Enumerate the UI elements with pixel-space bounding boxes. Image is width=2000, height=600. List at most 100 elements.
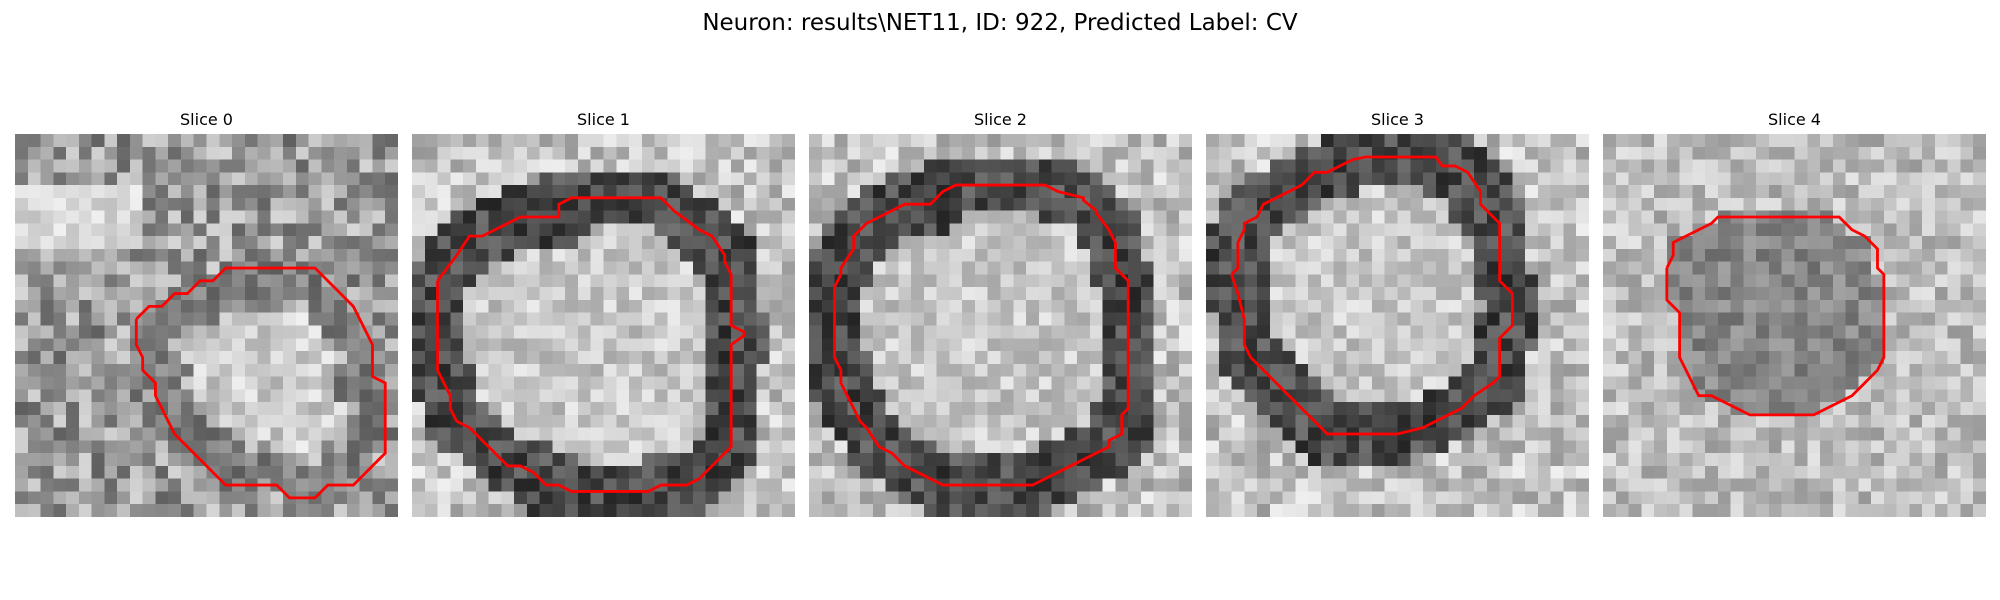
pixel <box>1807 376 1821 390</box>
pixel <box>1628 185 1642 198</box>
pixel <box>232 402 245 415</box>
pixel <box>1013 363 1027 377</box>
pixel <box>40 465 54 479</box>
pixel <box>731 325 744 339</box>
pixel <box>1218 363 1232 377</box>
pixel <box>1486 146 1500 160</box>
pixel <box>1089 299 1103 313</box>
pixel <box>987 465 1001 479</box>
pixel <box>1603 491 1616 505</box>
pixel <box>923 287 937 300</box>
pixel <box>1525 146 1538 160</box>
pixel <box>1346 491 1360 505</box>
pixel <box>629 223 642 237</box>
pixel <box>1128 491 1141 505</box>
pixel <box>78 146 92 160</box>
pixel <box>308 312 322 326</box>
pixel <box>1525 325 1538 339</box>
pixel <box>1038 134 1052 147</box>
pixel <box>1525 274 1538 288</box>
pixel <box>1026 465 1039 479</box>
pixel <box>872 414 886 428</box>
pixel <box>872 453 886 466</box>
pixel <box>1153 414 1167 428</box>
pixel <box>78 134 92 147</box>
pixel <box>1257 325 1270 339</box>
pixel <box>1206 440 1219 454</box>
pixel <box>923 146 937 160</box>
pixel <box>1679 402 1693 415</box>
pixel <box>1615 223 1629 237</box>
pixel <box>1692 338 1706 352</box>
pixel <box>1871 453 1884 466</box>
pixel <box>117 299 130 313</box>
pixel <box>1730 351 1744 364</box>
pixel <box>270 287 284 300</box>
pixel <box>1461 414 1475 428</box>
pixel <box>821 134 835 147</box>
pixel <box>1013 134 1027 147</box>
pixel <box>769 453 783 466</box>
pixel <box>860 338 873 352</box>
pixel <box>1423 299 1436 313</box>
pixel <box>27 325 41 339</box>
pixel <box>372 172 386 186</box>
pixel <box>1206 287 1219 300</box>
pixel <box>1858 312 1872 326</box>
pixel <box>117 287 130 300</box>
pixel <box>949 427 963 441</box>
pixel <box>847 363 861 377</box>
pixel <box>1089 172 1103 186</box>
pixel <box>1550 453 1564 466</box>
pixel <box>1269 363 1283 377</box>
pixel <box>168 159 181 173</box>
pixel <box>847 197 861 211</box>
pixel <box>450 287 464 300</box>
pixel <box>1179 491 1192 505</box>
pixel <box>232 338 245 352</box>
pixel <box>308 172 322 186</box>
pixel <box>743 478 757 492</box>
pixel <box>1282 299 1296 313</box>
pixel <box>1781 504 1795 517</box>
pixel <box>974 338 988 352</box>
pixel <box>949 389 963 403</box>
pixel <box>295 325 309 339</box>
pixel <box>40 223 54 237</box>
pixel <box>1231 197 1245 211</box>
pixel <box>1051 210 1065 224</box>
pixel <box>1947 261 1961 275</box>
pixel <box>552 440 566 454</box>
pixel <box>1781 440 1795 454</box>
pixel <box>308 159 322 173</box>
pixel <box>283 363 296 377</box>
pixel <box>308 427 322 441</box>
pixel <box>756 287 770 300</box>
pixel <box>1909 376 1923 390</box>
pixel <box>372 287 386 300</box>
pixel <box>1730 325 1744 339</box>
pixel <box>1423 210 1436 224</box>
pixel <box>372 351 386 364</box>
pixel <box>654 427 668 441</box>
pixel <box>565 159 578 173</box>
pixel <box>1525 414 1538 428</box>
pixel <box>1717 453 1731 466</box>
pixel <box>731 491 744 505</box>
pixel <box>1845 134 1859 147</box>
pixel <box>219 465 233 479</box>
pixel <box>1064 146 1078 160</box>
pixel <box>78 287 92 300</box>
pixel <box>782 172 795 186</box>
pixel <box>809 363 822 377</box>
pixel <box>756 299 770 313</box>
pixel <box>962 504 975 517</box>
pixel <box>488 210 502 224</box>
pixel <box>1781 389 1795 403</box>
pixel <box>1128 325 1141 339</box>
pixel <box>1397 351 1411 364</box>
pixel <box>1832 146 1846 160</box>
pixel <box>1308 134 1321 147</box>
pixel <box>821 287 835 300</box>
pixel <box>193 351 207 364</box>
